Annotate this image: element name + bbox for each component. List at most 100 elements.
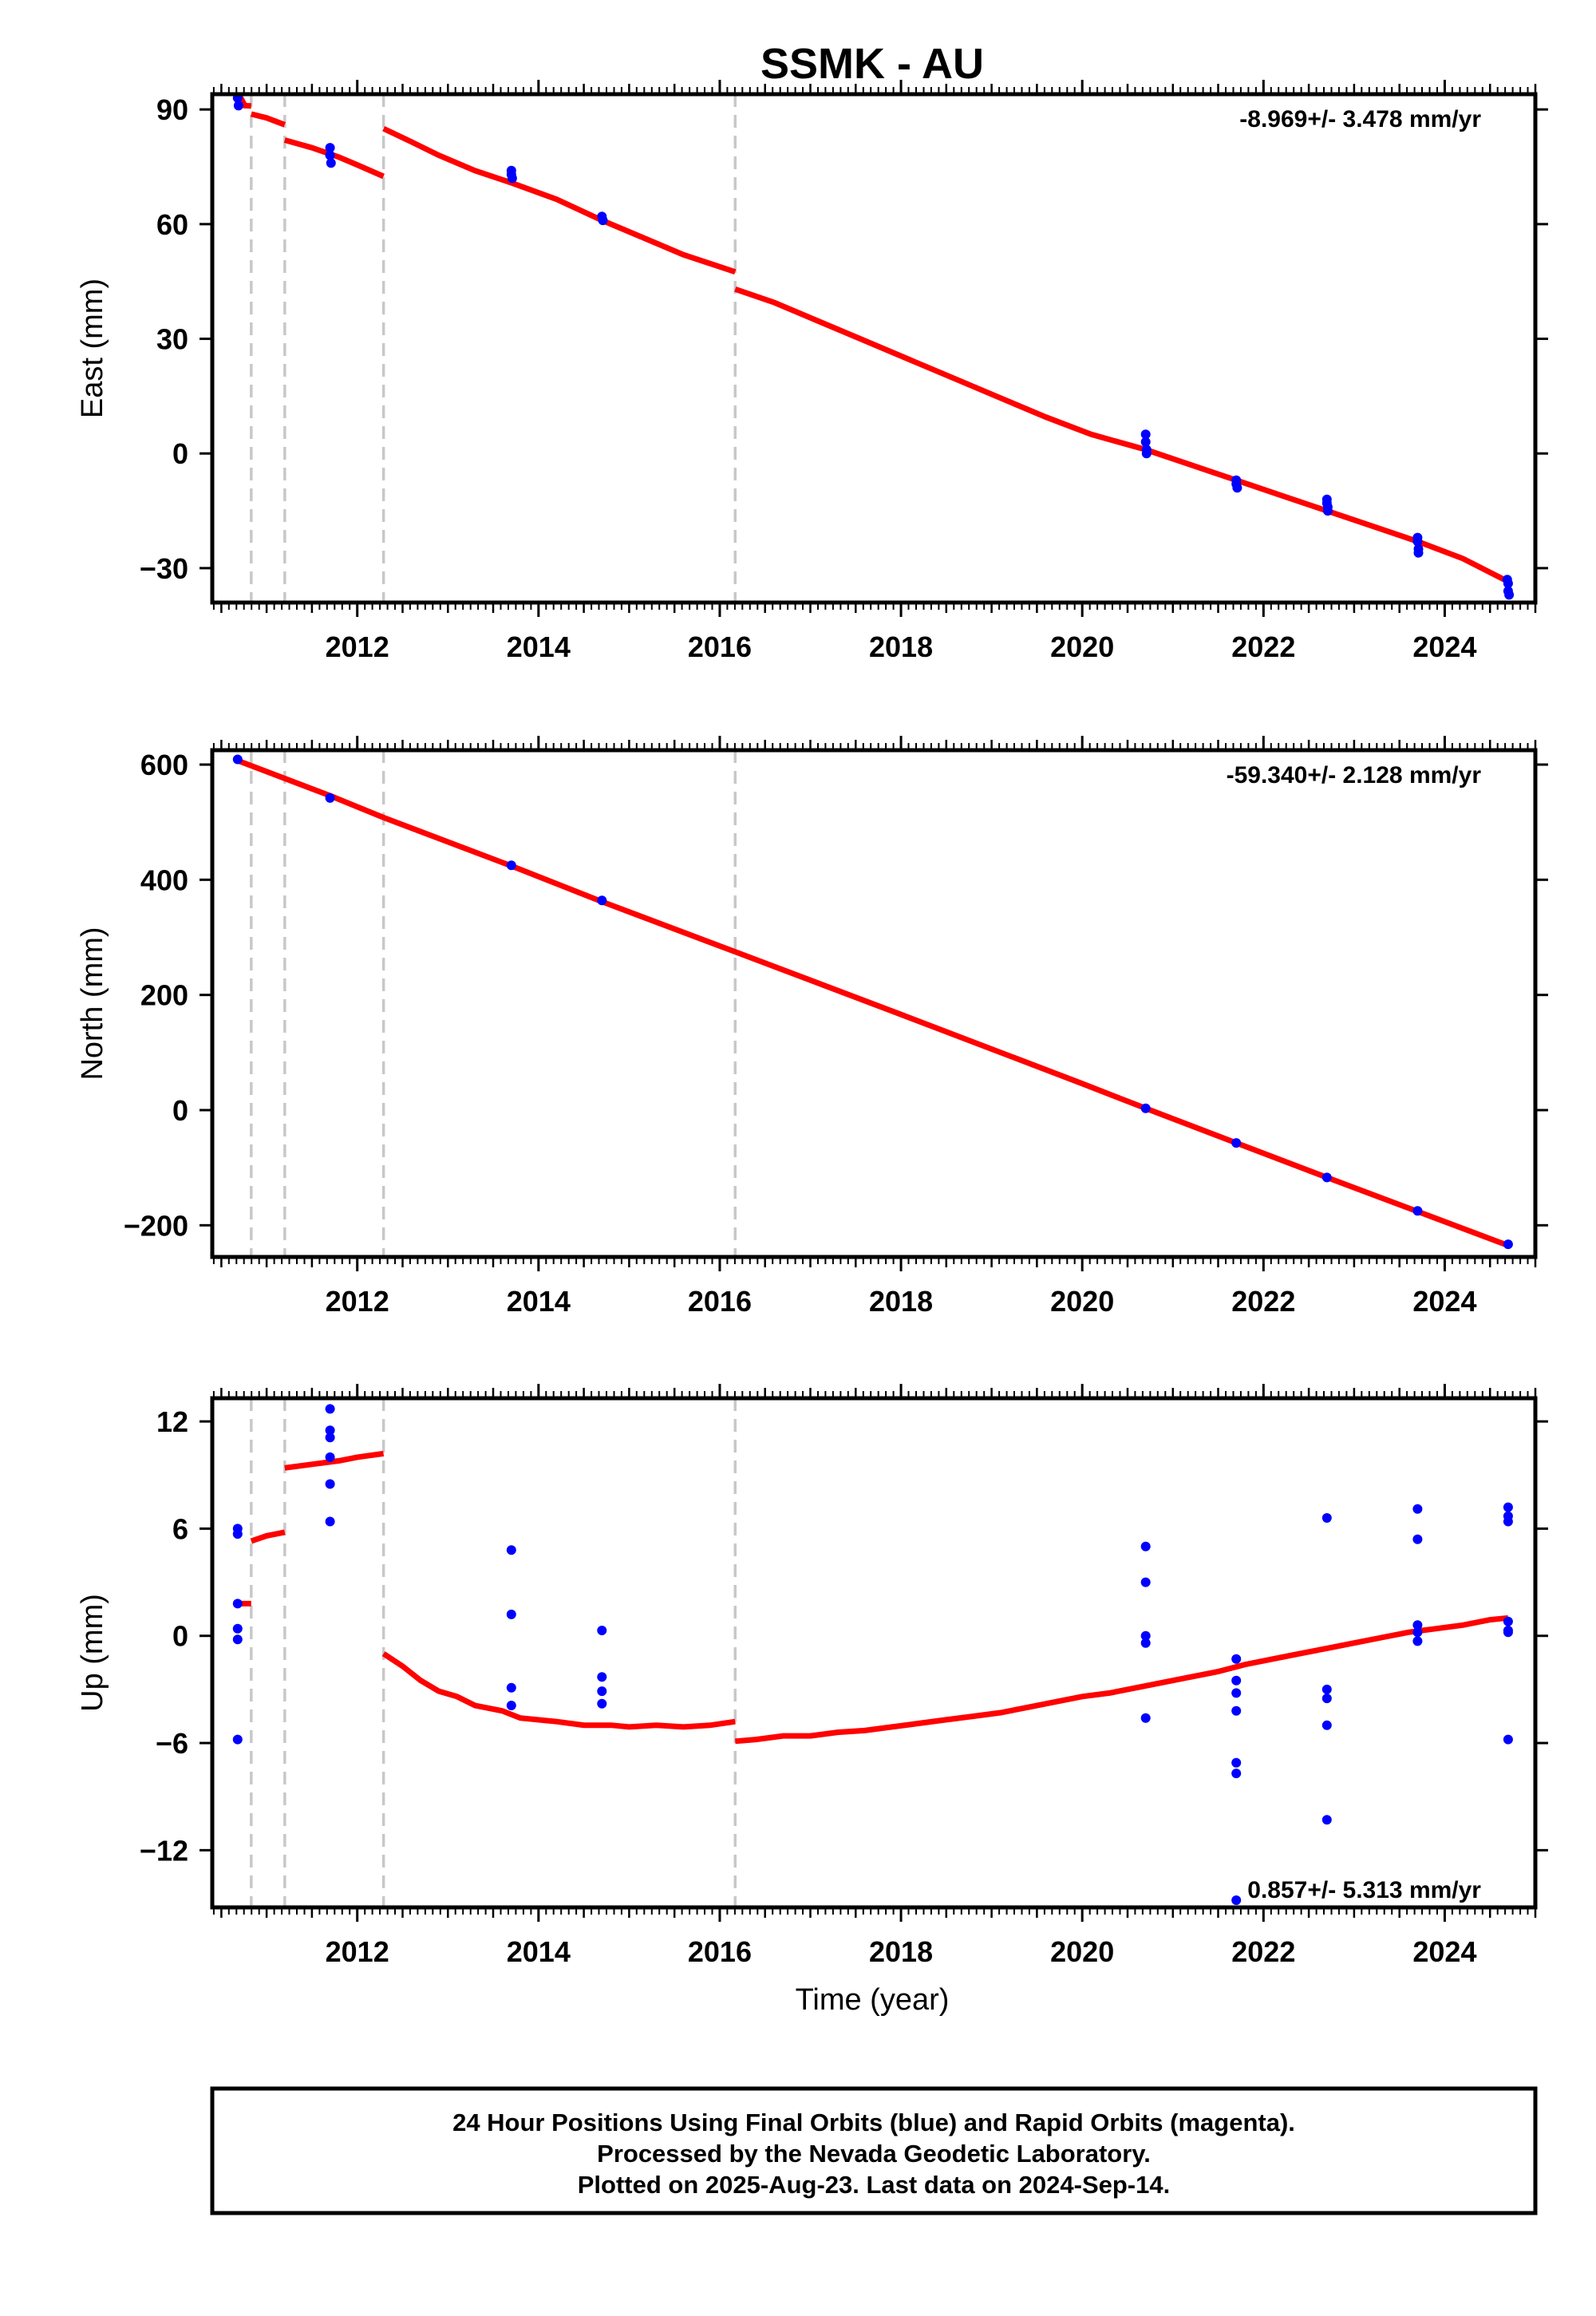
up-data-point-5 [232, 1734, 243, 1745]
north-data-point-5 [1231, 1138, 1242, 1148]
up-rate-label: 0.857+/- 5.313 mm/yr [1247, 1877, 1481, 1903]
up-data-point-7 [325, 1425, 335, 1436]
north-plot-frame [210, 748, 1538, 1259]
up-data-point-48 [1503, 1734, 1513, 1745]
up-data-point-41 [1412, 1636, 1423, 1646]
north-y-tick-label-2: 200 [140, 979, 188, 1012]
east-fit-segment-2 [283, 137, 385, 180]
east-fit-segment-1 [250, 111, 286, 128]
up-plot-area [232, 1398, 1513, 1907]
up-y-tick-label-4: −12 [140, 1834, 188, 1867]
chart-title: SSMK - AU [760, 40, 984, 88]
up-x-tick-label-2022: 2022 [1231, 1935, 1295, 1968]
up-data-point-11 [325, 1516, 335, 1527]
footer-border [210, 2086, 1538, 2215]
up-data-point-29 [1231, 1757, 1242, 1768]
up-minor-ticks [212, 1388, 1537, 1918]
north-panel: 2012 2014 2016 2018 2020 2022 2024 600 400 200 0 −2… [76, 736, 1548, 1318]
east-panel: 2012 2014 2016 2018 2020 2022 2024 90 60 30 0 −30 Ea… [76, 80, 1548, 663]
east-data-point-25 [1413, 547, 1424, 558]
north-data-point-6 [1321, 1172, 1332, 1183]
up-x-tick-label-2018: 2018 [869, 1935, 933, 1968]
north-data-point-2 [506, 860, 516, 871]
east-x-tick-label-2024: 2024 [1412, 630, 1476, 663]
up-data-point-45 [1503, 1616, 1513, 1626]
up-data-point-27 [1231, 1688, 1242, 1698]
up-data-point-40 [1412, 1627, 1423, 1638]
up-data-point-42 [1503, 1502, 1513, 1512]
up-data-point-16 [597, 1626, 607, 1635]
up-y-axis-label: Up (mm) [76, 1594, 109, 1712]
up-data-point-18 [597, 1686, 607, 1697]
up-data-point-21 [1140, 1577, 1151, 1587]
up-data-point-10 [325, 1479, 335, 1489]
east-x-tick-label-2022: 2022 [1231, 630, 1295, 663]
north-x-tick-label-2018: 2018 [869, 1285, 933, 1318]
up-data-point-14 [506, 1682, 516, 1693]
up-data-point-30 [1231, 1769, 1242, 1779]
footer-line-2: Processed by the Nevada Geodetic Laborat… [597, 2140, 1151, 2168]
north-data-point-4 [1140, 1103, 1151, 1113]
north-plot-area [232, 750, 1513, 1257]
up-data-point-23 [1140, 1638, 1151, 1648]
up-data-point-34 [1321, 1694, 1332, 1704]
up-y-tick-label-3: −6 [156, 1727, 188, 1760]
east-plot-frame [210, 92, 1538, 605]
east-data-point-12 [1140, 437, 1151, 447]
east-minor-ticks [212, 84, 1537, 613]
east-y-tick-label-1: 60 [156, 208, 188, 241]
north-y-axis-label: North (mm) [76, 927, 109, 1080]
east-x-tick-label-2016: 2016 [688, 630, 752, 663]
north-x-tick-label-2024: 2024 [1412, 1285, 1476, 1318]
up-data-point-3 [232, 1623, 243, 1634]
east-data-point-1 [232, 94, 243, 103]
footer-box: 24 Hour Positions Using Final Orbits (bl… [210, 2086, 1538, 2215]
up-fit-segment-2 [284, 1450, 385, 1471]
east-data-point-29 [1504, 590, 1515, 600]
north-rate-label: -59.340+/- 2.128 mm/yr [1227, 762, 1482, 788]
east-y-tick-label-2: 30 [156, 323, 188, 356]
up-data-point-31 [1231, 1895, 1242, 1905]
up-panel: 2012 2014 2016 2018 2020 2022 2024 12 6 0 −6 −12 Up … [76, 1384, 1548, 1968]
north-y-tick-label-1: 400 [140, 864, 188, 896]
up-data-point-36 [1321, 1815, 1332, 1825]
north-x-tick-label-2020: 2020 [1050, 1285, 1114, 1318]
east-data-point-11 [1140, 429, 1151, 440]
up-data-point-20 [1140, 1541, 1151, 1551]
east-y-axis-label: East (mm) [76, 279, 109, 418]
east-x-tick-label-2020: 2020 [1050, 630, 1114, 663]
east-data-point-23 [1412, 536, 1423, 547]
north-data-point-3 [597, 895, 607, 906]
north-y-tick-label-4: −200 [124, 1209, 188, 1242]
east-data-point-27 [1503, 579, 1513, 589]
up-data-point-1 [232, 1529, 243, 1539]
east-fit-segment-4 [734, 286, 1510, 584]
up-x-tick-label-2024: 2024 [1412, 1935, 1476, 1968]
east-x-tick-label-2014: 2014 [507, 630, 571, 663]
east-fit-segment-3 [382, 125, 737, 275]
east-rate-label: -8.969+/- 3.478 mm/yr [1239, 106, 1481, 132]
up-fit-segment-1 [250, 1529, 286, 1544]
up-data-point-39 [1412, 1620, 1423, 1630]
x-axis-label: Time (year) [796, 1983, 950, 2017]
up-x-tick-label-2014: 2014 [507, 1935, 571, 1968]
north-data-point-1 [325, 792, 335, 803]
east-y-tick-label-3: 0 [172, 437, 188, 470]
north-y-tick-label-3: 0 [172, 1094, 188, 1127]
up-data-point-24 [1140, 1713, 1151, 1723]
up-data-point-9 [325, 1452, 335, 1462]
up-data-point-4 [232, 1634, 243, 1645]
up-data-point-44 [1503, 1516, 1513, 1527]
panels: 2012 2014 2016 2018 2020 2022 20249060300−30Ea… [76, 80, 1548, 1968]
east-x-tick-label-2012: 2012 [326, 630, 389, 663]
east-data-point-21 [1322, 506, 1333, 516]
footer-line-1: 24 Hour Positions Using Final Orbits (bl… [452, 2109, 1295, 2136]
east-data-point-17 [1232, 483, 1242, 493]
up-data-point-15 [506, 1701, 516, 1710]
east-data-point-8 [507, 173, 517, 184]
up-x-tick-label-2016: 2016 [688, 1935, 752, 1968]
east-data-point-3 [325, 143, 335, 153]
up-x-tick-label-2012: 2012 [326, 1935, 389, 1968]
north-x-tick-label-2012: 2012 [326, 1285, 389, 1318]
